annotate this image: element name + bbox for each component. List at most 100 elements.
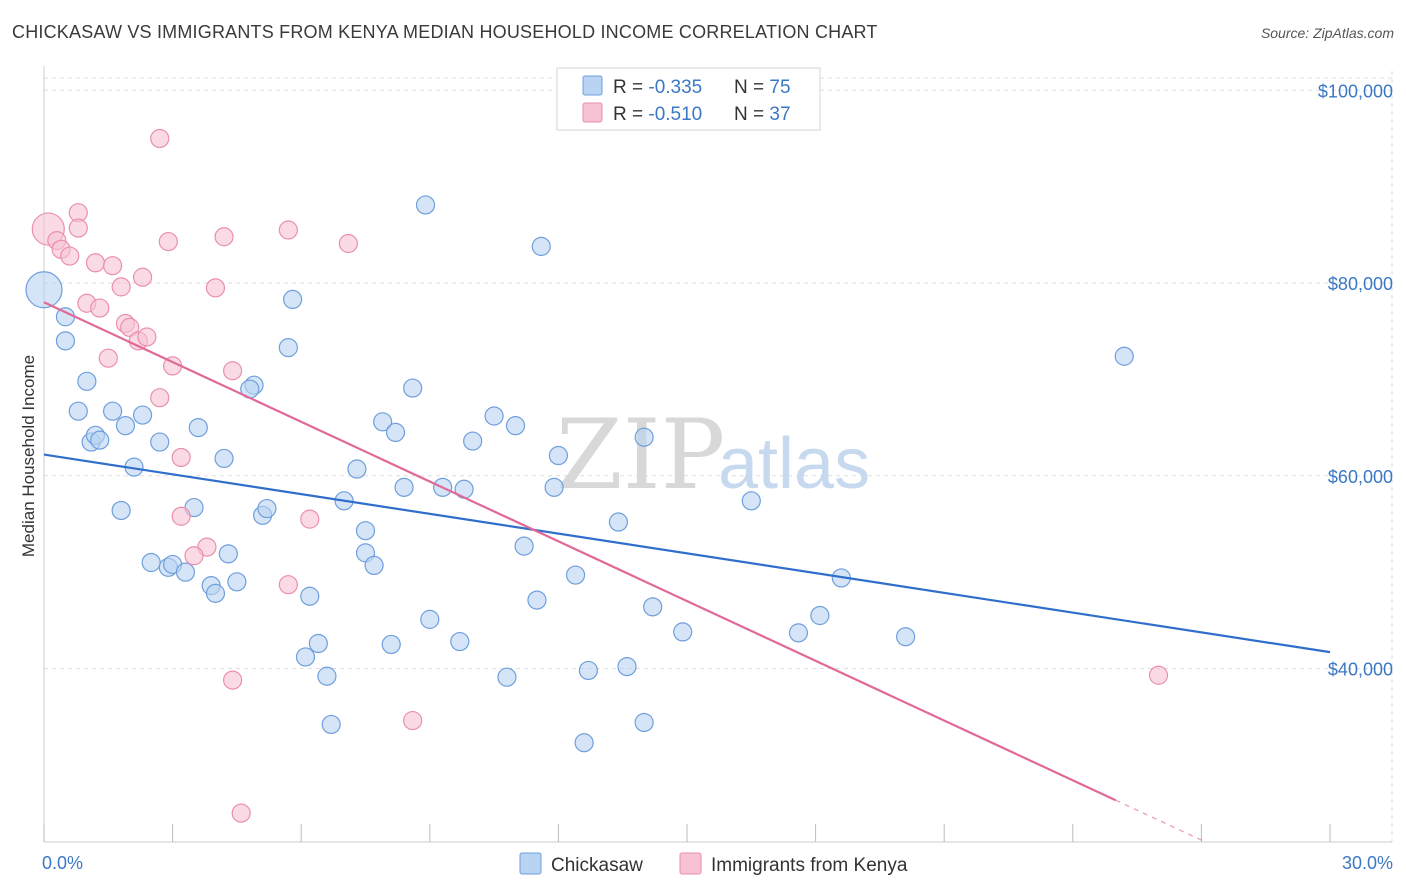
point-chickasaw-69 (788, 623, 809, 643)
y-tick-label-3: $100,000 (1318, 81, 1393, 101)
legend-n-2: N = 37 (734, 104, 791, 125)
legend-n-label-2: N = (734, 104, 769, 125)
grid (44, 71, 1393, 842)
point-kenya-3 (60, 246, 80, 266)
legend: R = -0.335 N = 75 R = -0.510 N = 37 (556, 67, 821, 131)
point-chickasaw-0 (25, 271, 63, 309)
point-chickasaw-18 (283, 289, 303, 310)
point-kenya-5 (68, 218, 88, 238)
point-chickasaw-4 (68, 401, 88, 421)
legend-n-label-1: N = (734, 77, 769, 98)
point-chickasaw-30 (227, 572, 247, 592)
point-chickasaw-8 (90, 430, 110, 450)
y-tick-label-1: $60,000 (1328, 467, 1393, 487)
point-chickasaw-35 (321, 714, 341, 735)
point-chickasaw-42 (385, 422, 406, 443)
trend-line-kenya (43, 301, 1117, 802)
point-chickasaw-39 (355, 521, 376, 541)
legend-n-value-1: 75 (769, 77, 790, 98)
legend-row-1: R = -0.335 (613, 77, 702, 98)
point-chickasaw-48 (420, 609, 440, 629)
point-kenya-33 (338, 233, 358, 254)
point-chickasaw-23 (141, 552, 161, 573)
point-kenya-19 (158, 231, 178, 252)
chart-title: CHICKASAW VS IMMIGRANTS FROM KENYA MEDIA… (12, 22, 878, 42)
point-chickasaw-26 (175, 562, 196, 582)
point-kenya-29 (231, 803, 251, 823)
point-chickasaw-73 (1114, 346, 1134, 366)
point-chickasaw-51 (484, 406, 504, 426)
point-chickasaw-54 (514, 536, 534, 556)
point-kenya-24 (184, 546, 204, 566)
point-chickasaw-65 (643, 597, 663, 617)
point-chickasaw-34 (317, 666, 337, 686)
watermark-zip: ZIP (556, 399, 725, 511)
data-points (25, 128, 1169, 823)
point-chickasaw-22 (257, 498, 277, 519)
point-chickasaw-2 (55, 331, 76, 351)
point-chickasaw-61 (574, 733, 594, 753)
point-chickasaw-13 (188, 417, 208, 438)
chart-source: Source: ZipAtlas.com (1260, 25, 1394, 41)
point-chickasaw-37 (347, 459, 367, 479)
bottom-legend: Chickasaw Immigrants from Kenya (519, 852, 908, 876)
point-chickasaw-29 (205, 583, 226, 603)
legend-r-label-2: R = (613, 104, 648, 125)
trend-extension-kenya (1115, 799, 1206, 843)
legend-r-label-1: R = (613, 77, 648, 98)
x-tick-labels: 0.0% 30.0% (42, 853, 1393, 873)
point-chickasaw-27 (218, 544, 238, 564)
legend-n-value-2: 37 (769, 104, 790, 125)
bottom-legend-swatch-kenya (679, 852, 702, 875)
trend-lines (43, 301, 1331, 843)
point-chickasaw-67 (673, 622, 693, 642)
point-kenya-21 (171, 447, 191, 468)
point-kenya-7 (85, 253, 106, 273)
legend-swatch-chickasaw (582, 75, 603, 96)
point-kenya-25 (205, 278, 226, 298)
point-chickasaw-47 (381, 634, 401, 655)
point-chickasaw-74 (415, 195, 436, 215)
point-kenya-26 (214, 227, 234, 247)
point-chickasaw-64 (634, 427, 654, 447)
bottom-legend-chickasaw: Chickasaw (551, 855, 643, 876)
point-chickasaw-59 (565, 565, 586, 585)
x-tick-label-0: 0.0% (42, 853, 83, 873)
point-chickasaw-62 (608, 512, 629, 532)
bottom-legend-kenya: Immigrants from Kenya (711, 855, 908, 876)
point-kenya-18 (150, 388, 170, 408)
point-chickasaw-49 (450, 631, 470, 652)
point-kenya-11 (111, 277, 131, 297)
point-kenya-28 (223, 670, 243, 690)
point-chickasaw-32 (295, 647, 316, 667)
y-tick-labels: $40,000 $60,000 $80,000 $100,000 (1318, 81, 1393, 679)
point-kenya-22 (171, 506, 191, 526)
point-chickasaw-43 (394, 477, 414, 497)
point-kenya-35 (1148, 665, 1169, 685)
point-chickasaw-10 (132, 405, 153, 425)
x-tick-label-1: 30.0% (1342, 853, 1393, 873)
point-kenya-17 (150, 128, 170, 149)
point-chickasaw-31 (300, 586, 320, 606)
point-kenya-10 (102, 256, 123, 276)
y-tick-label-0: $40,000 (1328, 660, 1393, 680)
point-chickasaw-63 (617, 656, 637, 677)
point-chickasaw-17 (278, 337, 298, 358)
legend-swatch-kenya (582, 102, 603, 123)
point-chickasaw-70 (810, 605, 830, 626)
point-kenya-9 (98, 348, 118, 368)
point-chickasaw-33 (308, 633, 328, 654)
point-chickasaw-40 (364, 555, 384, 576)
point-chickasaw-19 (111, 500, 131, 521)
point-chickasaw-60 (578, 660, 599, 681)
bottom-legend-swatch-chickasaw (519, 852, 542, 875)
point-chickasaw-57 (544, 477, 564, 497)
point-chickasaw-52 (505, 416, 526, 436)
point-chickasaw-55 (527, 590, 547, 610)
point-kenya-13 (120, 317, 140, 337)
point-chickasaw-3 (77, 371, 97, 391)
point-chickasaw-41 (373, 412, 393, 432)
point-chickasaw-66 (634, 712, 654, 733)
point-kenya-30 (278, 220, 298, 240)
